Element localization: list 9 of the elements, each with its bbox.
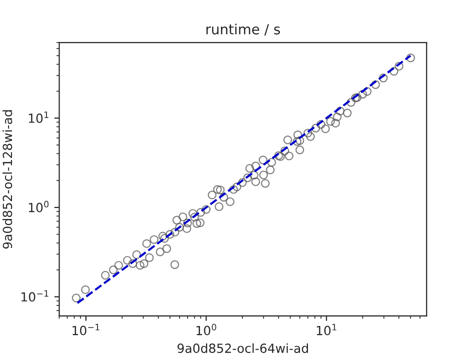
y-axis-title: 9a0d852-ocl-128wi-ad [2, 110, 12, 249]
x-axis-title: 9a0d852-ocl-64wi-ad [178, 343, 308, 353]
x-tick-label: 10$^{0}$ [196, 324, 216, 336]
x-tick-label: 10$^{−1}$ [72, 324, 100, 336]
y-tick-label: 10$^{1}$ [28, 112, 48, 123]
chart-title: runtime / s [206, 24, 280, 36]
x-tick-label: 10$^{1}$ [316, 324, 336, 336]
y-tick-label: 10$^{0}$ [28, 200, 49, 212]
y-tick-label: 10$^{−1}$ [22, 290, 48, 302]
